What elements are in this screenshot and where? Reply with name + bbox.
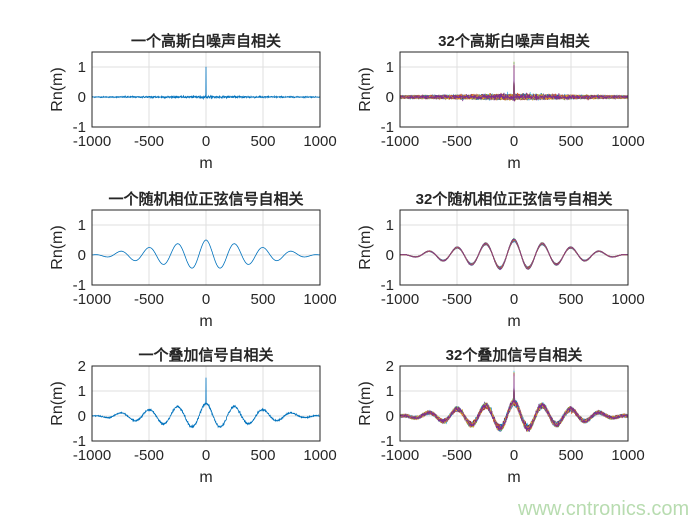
series-line-32 <box>399 238 628 271</box>
x-tick-label: -1000 <box>73 133 111 150</box>
chart-title: 32个叠加信号自相关 <box>446 346 583 364</box>
x-tick-label: 1000 <box>303 133 336 150</box>
subplot-6: -1000 -500 0 500 1000 -1 0 1 2 32个叠加信号自相关 m Rn(m) <box>357 346 645 486</box>
y-tick-label: 1 <box>78 383 86 400</box>
x-tick-label: 500 <box>558 133 583 150</box>
chart-title: 32个高斯白噪声自相关 <box>438 32 590 50</box>
x-tick-label: -1000 <box>381 133 419 150</box>
y-tick-label: 1 <box>386 59 394 76</box>
watermark: www.cntronics.com <box>517 498 689 520</box>
y-axis-label: Rn(m) <box>49 225 66 269</box>
y-tick-label: -1 <box>381 277 394 294</box>
y-tick-label: 0 <box>78 89 86 106</box>
x-tick-label: 0 <box>202 133 210 150</box>
x-tick-label: -500 <box>442 291 472 308</box>
y-tick-label: -1 <box>73 119 86 136</box>
x-tick-label: -500 <box>442 447 472 464</box>
x-tick-label: 0 <box>510 133 518 150</box>
subplot-2: -1000 -500 0 500 1000 -1 0 1 32个高斯白噪声自相关 m Rn(m) <box>357 32 645 172</box>
y-tick-label: 0 <box>386 408 394 425</box>
y-tick-label: 0 <box>386 89 394 106</box>
series-line-1 <box>91 66 321 101</box>
x-axis-label: m <box>507 155 520 172</box>
axes-box <box>91 51 321 128</box>
x-axis-label: m <box>199 313 212 330</box>
y-tick-label: -1 <box>73 277 86 294</box>
chart-title: 32个随机相位正弦信号自相关 <box>416 190 613 208</box>
y-tick-label: -1 <box>73 433 86 450</box>
series-line-1 <box>91 377 321 429</box>
axes-box <box>91 365 321 442</box>
x-tick-label: -1000 <box>381 447 419 464</box>
y-tick-label: 2 <box>78 358 86 375</box>
x-tick-label: -500 <box>134 447 164 464</box>
x-axis-label: m <box>199 469 212 486</box>
axes-box <box>399 365 629 442</box>
y-tick-label: 0 <box>78 408 86 425</box>
x-tick-label: -1000 <box>381 291 419 308</box>
subplot-3: -1000 -500 0 500 1000 -1 0 1 一个随机相位正弦信号自相关 m Rn(m) <box>49 190 337 330</box>
series-line-32 <box>399 64 629 101</box>
x-tick-label: 500 <box>250 447 275 464</box>
subplot-1: -1000 -500 0 500 1000 -1 0 1 一个高斯白噪声自相关 m Rn(m) <box>49 32 337 172</box>
x-tick-label: 0 <box>510 447 518 464</box>
y-tick-label: 1 <box>386 383 394 400</box>
chart-title: 一个高斯白噪声自相关 <box>131 32 281 50</box>
x-tick-label: 1000 <box>303 447 336 464</box>
x-tick-label: 500 <box>558 447 583 464</box>
x-tick-label: 500 <box>558 291 583 308</box>
subplot-5: -1000 -500 0 500 1000 -1 0 1 2 一个叠加信号自相关 m Rn(m) <box>49 346 337 486</box>
x-tick-label: 500 <box>250 291 275 308</box>
x-axis-label: m <box>507 313 520 330</box>
x-axis-label: m <box>199 155 212 172</box>
x-tick-label: 1000 <box>611 447 644 464</box>
x-tick-label: -500 <box>134 133 164 150</box>
y-tick-label: -1 <box>381 433 394 450</box>
y-tick-label: 2 <box>386 358 394 375</box>
x-tick-label: 0 <box>202 291 210 308</box>
chart-title: 一个叠加信号自相关 <box>138 346 273 364</box>
y-axis-label: Rn(m) <box>357 67 374 111</box>
y-tick-label: 0 <box>78 247 86 264</box>
y-axis-label: Rn(m) <box>49 381 66 425</box>
x-tick-label: 0 <box>202 447 210 464</box>
x-tick-label: -500 <box>442 133 472 150</box>
y-axis-label: Rn(m) <box>357 381 374 425</box>
series-line-32 <box>399 375 629 432</box>
y-axis-label: Rn(m) <box>49 67 66 111</box>
x-tick-label: -500 <box>134 291 164 308</box>
x-tick-label: -1000 <box>73 291 111 308</box>
y-tick-label: 1 <box>78 217 86 234</box>
y-tick-label: -1 <box>381 119 394 136</box>
axes-box <box>399 51 629 128</box>
y-tick-label: 1 <box>78 59 86 76</box>
chart-title: 一个随机相位正弦信号自相关 <box>108 190 303 208</box>
x-axis-label: m <box>507 469 520 486</box>
x-tick-label: 1000 <box>303 291 336 308</box>
axes-box <box>91 209 321 286</box>
y-tick-label: 1 <box>386 217 394 234</box>
y-axis-label: Rn(m) <box>357 225 374 269</box>
subplot-4: -1000 -500 0 500 1000 -1 0 1 32个随机相位正弦信号自相关 m Rn(m… <box>357 190 645 330</box>
x-tick-label: 500 <box>250 133 275 150</box>
axes-box <box>399 209 629 286</box>
x-tick-label: 0 <box>510 291 518 308</box>
series-line-1 <box>92 239 320 269</box>
x-tick-label: 1000 <box>611 291 644 308</box>
y-tick-label: 0 <box>386 247 394 264</box>
x-tick-label: 1000 <box>611 133 644 150</box>
x-tick-label: -1000 <box>73 447 111 464</box>
